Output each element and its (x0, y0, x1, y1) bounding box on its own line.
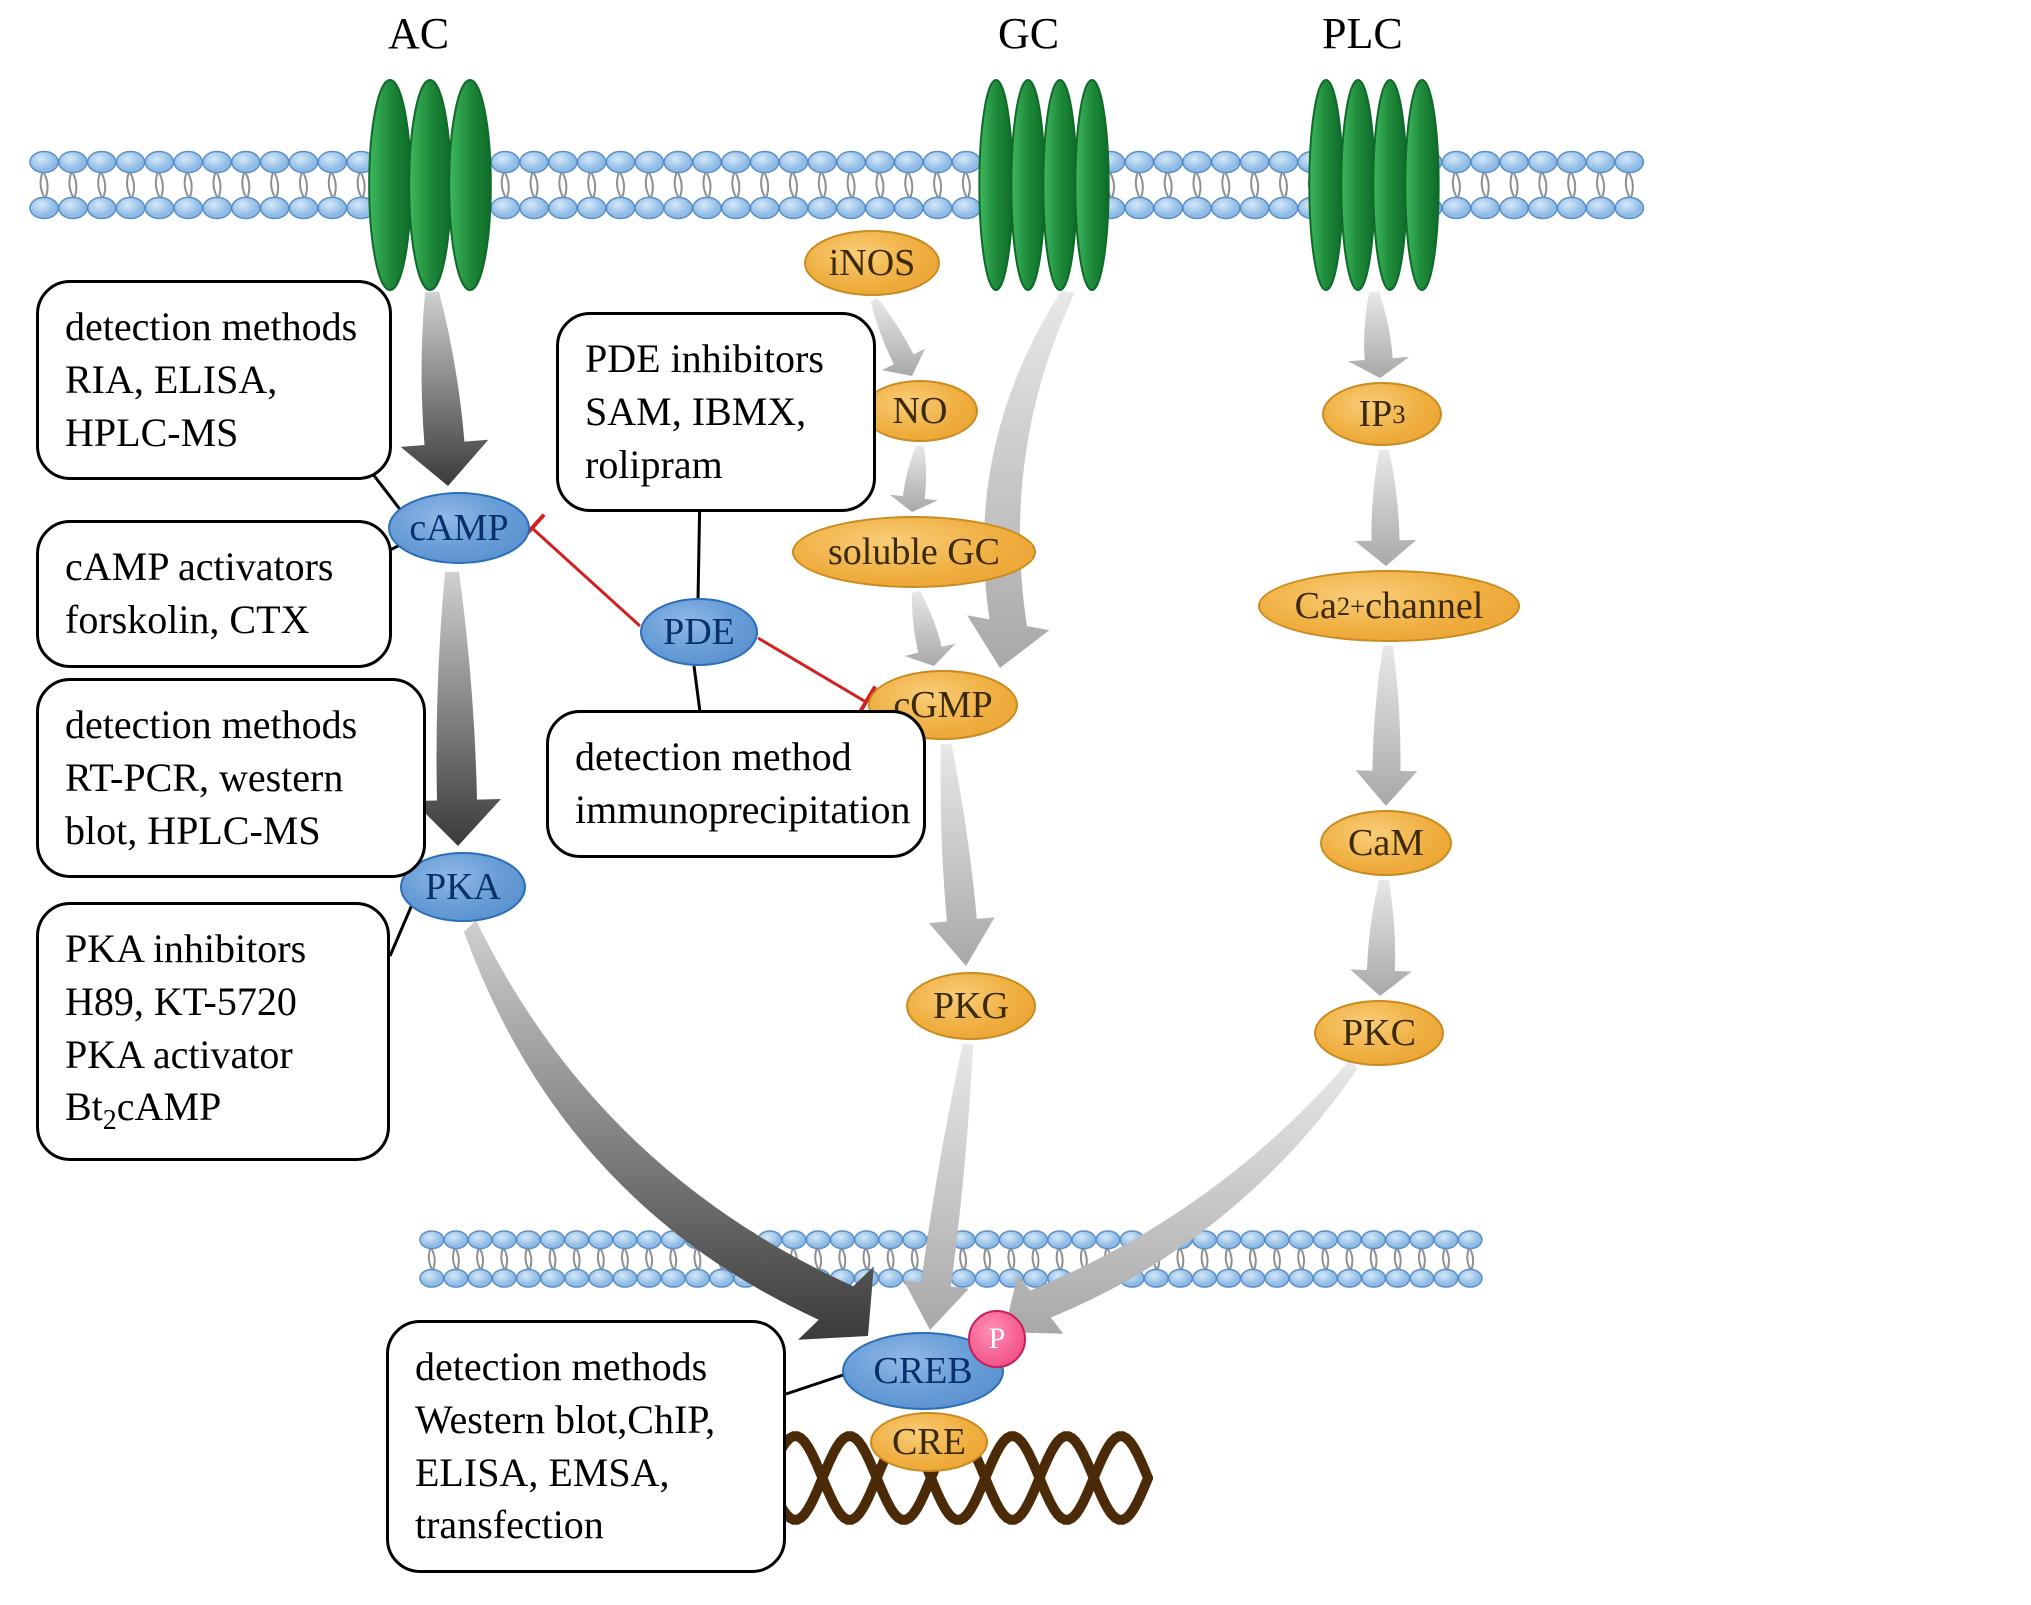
box-detect-camp: detection methodsRIA, ELISA,HPLC-MS (36, 280, 392, 480)
node-phospho: P (968, 1310, 1026, 1368)
arrow-camp_pka (413, 572, 501, 846)
arrow-sgc_cgmp (904, 591, 955, 666)
arrow-gc_cgmp (967, 291, 1074, 668)
node-camp: cAMP (388, 492, 530, 564)
box-pde-inhibitors: PDE inhibitorsSAM, IBMX,rolipram (556, 312, 876, 512)
box-activators-camp: cAMP activatorsforskolin, CTX (36, 520, 392, 668)
label-gc: GC (998, 8, 1059, 59)
box-pka-agents: PKA inhibitorsH89, KT-5720PKA activatorB… (36, 902, 390, 1161)
node-cre: CRE (870, 1412, 988, 1472)
node-pkg: PKG (906, 972, 1036, 1040)
box-detect-pka: detection methodsRT-PCR, westernblot, HP… (36, 678, 426, 878)
arrow-pkc_creb (1004, 1059, 1358, 1333)
node-sgc: soluble GC (792, 516, 1036, 588)
arrow-plc_ip3 (1348, 292, 1409, 378)
node-pkc: PKC (1314, 1000, 1444, 1066)
node-inos: iNOS (804, 230, 940, 296)
connector-b7_creb (786, 1374, 846, 1394)
arrow-ip3_ca (1355, 450, 1417, 566)
arrow-no_sgc (890, 446, 938, 512)
connector-b6_pde (694, 666, 700, 712)
connector-b4_pka (390, 900, 414, 956)
node-cach: Ca2+ channel (1258, 570, 1520, 642)
label-plc: PLC (1322, 8, 1403, 59)
arrow-inos_no (871, 298, 926, 376)
inhibit-pde-camp (532, 528, 640, 626)
node-no: NO (862, 380, 978, 442)
label-ac: AC (388, 8, 449, 59)
arrow-ac_camp (401, 291, 489, 486)
node-ip3: IP3 (1322, 382, 1442, 446)
arrow-ca_cam (1356, 646, 1418, 806)
inhibit-pde-cgmp (758, 638, 866, 702)
arrow-cgmp_pkg (929, 744, 995, 966)
box-detect-creb: detection methodsWestern blot,ChIP,ELISA… (386, 1320, 786, 1573)
node-pde: PDE (640, 598, 758, 666)
node-cam: CaM (1320, 810, 1452, 876)
box-detect-pde: detection methodimmunoprecipitation (546, 710, 926, 858)
arrow-cam_pkc (1350, 880, 1412, 996)
